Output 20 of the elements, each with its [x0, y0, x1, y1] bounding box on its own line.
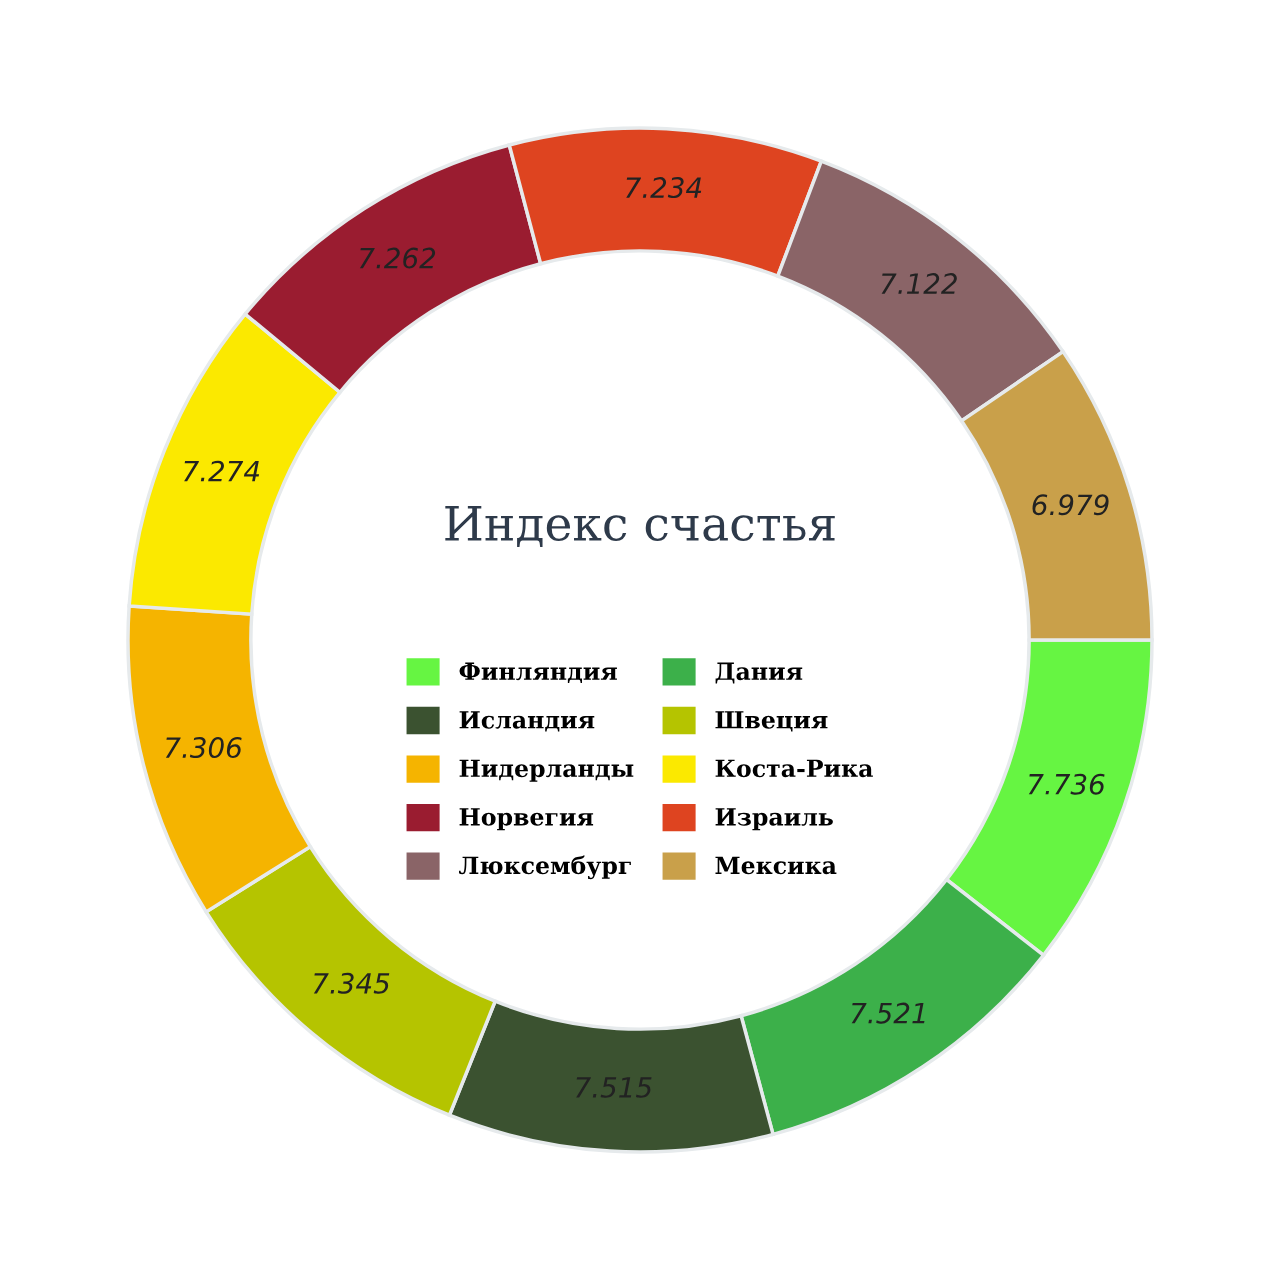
legend-label: Коста-Рика	[715, 759, 873, 778]
data-label: 7.274	[184, 460, 260, 482]
legend-label: Финляндия	[459, 662, 617, 684]
data-label: 6.979	[1032, 494, 1109, 516]
legend-label: Швеция	[715, 711, 828, 732]
data-label: 7.122	[881, 273, 957, 294]
data-label: 7.345	[313, 972, 390, 994]
data-label: 7.234	[626, 177, 702, 199]
legend-label: Люксембург	[459, 855, 631, 880]
legend-label: Нидерланды	[459, 759, 634, 782]
text: Индекс счастья	[445, 505, 835, 547]
data-label: 7.262	[359, 247, 436, 269]
data-label: 7.306	[165, 737, 242, 759]
legend-label: Норвегия	[459, 808, 594, 831]
data-label: 7.736	[1028, 773, 1105, 795]
legend-label: Израиль	[715, 808, 833, 831]
legend-label: Исландия	[459, 711, 595, 732]
legend-label: Дания	[715, 662, 803, 684]
data-label: 7.521	[851, 1002, 925, 1024]
legend-label: Мексика	[715, 856, 837, 875]
